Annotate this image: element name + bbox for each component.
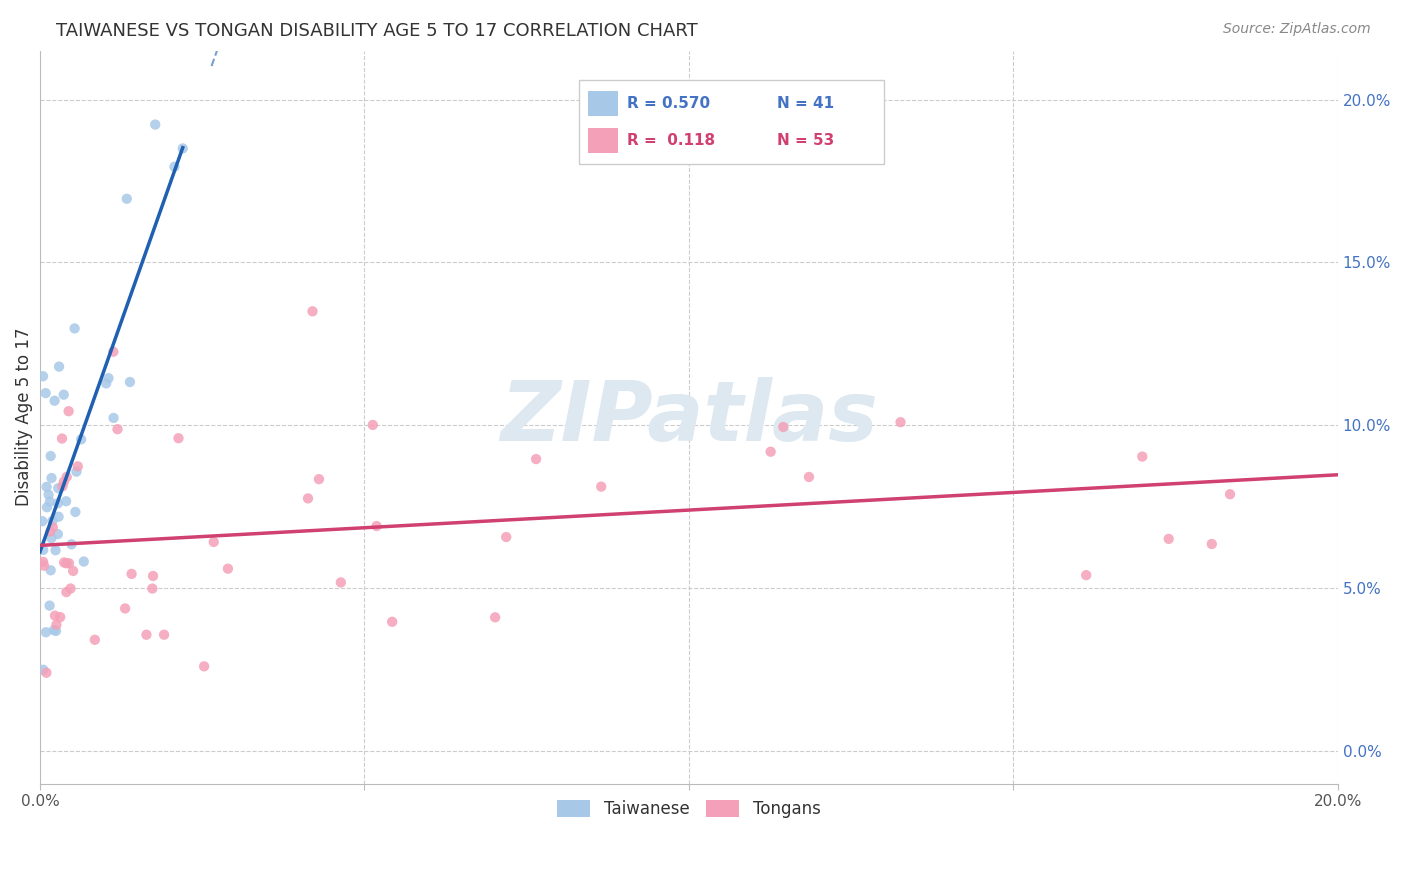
Point bbox=[193, 659, 215, 673]
Point bbox=[366, 519, 388, 533]
Point bbox=[1219, 487, 1241, 501]
Point bbox=[62, 564, 84, 578]
Point bbox=[308, 472, 330, 486]
Point bbox=[39, 449, 62, 463]
Point bbox=[42, 520, 65, 534]
Point bbox=[153, 628, 176, 642]
Point bbox=[524, 452, 547, 467]
Point bbox=[39, 524, 62, 539]
Point bbox=[66, 459, 89, 474]
Point bbox=[55, 470, 77, 484]
Point bbox=[495, 530, 517, 544]
Point bbox=[31, 514, 53, 528]
Point bbox=[39, 563, 62, 577]
Text: ZIPatlas: ZIPatlas bbox=[501, 376, 877, 458]
Point bbox=[1157, 532, 1180, 546]
Point bbox=[142, 569, 165, 583]
Point bbox=[55, 585, 77, 599]
Point bbox=[70, 433, 93, 447]
Point bbox=[361, 417, 384, 432]
Point bbox=[32, 663, 55, 677]
Point bbox=[41, 531, 63, 545]
Point bbox=[172, 141, 194, 155]
Point bbox=[52, 475, 75, 489]
Point bbox=[46, 481, 69, 495]
Point bbox=[41, 471, 63, 485]
Point bbox=[115, 192, 138, 206]
Point bbox=[45, 543, 67, 558]
Point bbox=[381, 615, 404, 629]
Point bbox=[44, 393, 66, 408]
Point bbox=[118, 375, 141, 389]
Point bbox=[45, 624, 67, 638]
Point bbox=[1130, 450, 1153, 464]
Point bbox=[41, 514, 63, 528]
Point bbox=[55, 557, 77, 571]
Point bbox=[65, 465, 87, 479]
Point bbox=[53, 556, 76, 570]
Point bbox=[135, 628, 157, 642]
Point bbox=[797, 470, 820, 484]
Point bbox=[65, 505, 87, 519]
Point bbox=[60, 537, 83, 551]
Point bbox=[51, 479, 73, 493]
Point bbox=[42, 623, 65, 637]
Point bbox=[59, 582, 82, 596]
Legend: Taiwanese, Tongans: Taiwanese, Tongans bbox=[548, 792, 830, 827]
Point bbox=[32, 369, 55, 384]
Point bbox=[94, 376, 117, 391]
Point bbox=[32, 543, 55, 558]
Point bbox=[772, 420, 794, 434]
Point bbox=[35, 500, 58, 515]
Point bbox=[121, 566, 143, 581]
Point bbox=[297, 491, 319, 506]
Point bbox=[202, 535, 225, 549]
Point bbox=[759, 444, 782, 458]
Text: TAIWANESE VS TONGAN DISABILITY AGE 5 TO 17 CORRELATION CHART: TAIWANESE VS TONGAN DISABILITY AGE 5 TO … bbox=[56, 22, 697, 40]
Point bbox=[49, 610, 72, 624]
Point bbox=[45, 617, 67, 632]
Point bbox=[1201, 537, 1223, 551]
Point bbox=[301, 304, 323, 318]
Point bbox=[48, 359, 70, 374]
Point bbox=[163, 160, 186, 174]
Point bbox=[73, 555, 96, 569]
Point bbox=[44, 608, 66, 623]
Point bbox=[38, 494, 60, 508]
Point bbox=[58, 404, 80, 418]
Point bbox=[55, 494, 77, 508]
Point bbox=[58, 556, 80, 570]
Y-axis label: Disability Age 5 to 17: Disability Age 5 to 17 bbox=[15, 328, 32, 507]
Point bbox=[63, 321, 86, 335]
Point bbox=[38, 488, 60, 502]
Point bbox=[97, 371, 120, 385]
Point bbox=[32, 555, 55, 569]
Point bbox=[52, 387, 75, 401]
Point bbox=[167, 431, 190, 445]
Point bbox=[217, 562, 239, 576]
Point bbox=[484, 610, 506, 624]
Point bbox=[591, 480, 613, 494]
Point bbox=[46, 496, 69, 510]
Point bbox=[103, 344, 125, 359]
Text: Source: ZipAtlas.com: Source: ZipAtlas.com bbox=[1223, 22, 1371, 37]
Point bbox=[35, 480, 58, 494]
Point bbox=[83, 632, 105, 647]
Point bbox=[46, 527, 69, 541]
Point bbox=[103, 411, 125, 425]
Point bbox=[141, 582, 163, 596]
Point bbox=[38, 599, 60, 613]
Point bbox=[35, 625, 58, 640]
Point bbox=[1076, 568, 1098, 582]
Point bbox=[107, 422, 129, 436]
Point bbox=[114, 601, 136, 615]
Point bbox=[34, 386, 56, 401]
Point bbox=[143, 118, 166, 132]
Point bbox=[48, 509, 70, 524]
Point bbox=[329, 575, 352, 590]
Point bbox=[35, 665, 58, 680]
Point bbox=[32, 558, 55, 573]
Point bbox=[889, 415, 911, 429]
Point bbox=[51, 432, 73, 446]
